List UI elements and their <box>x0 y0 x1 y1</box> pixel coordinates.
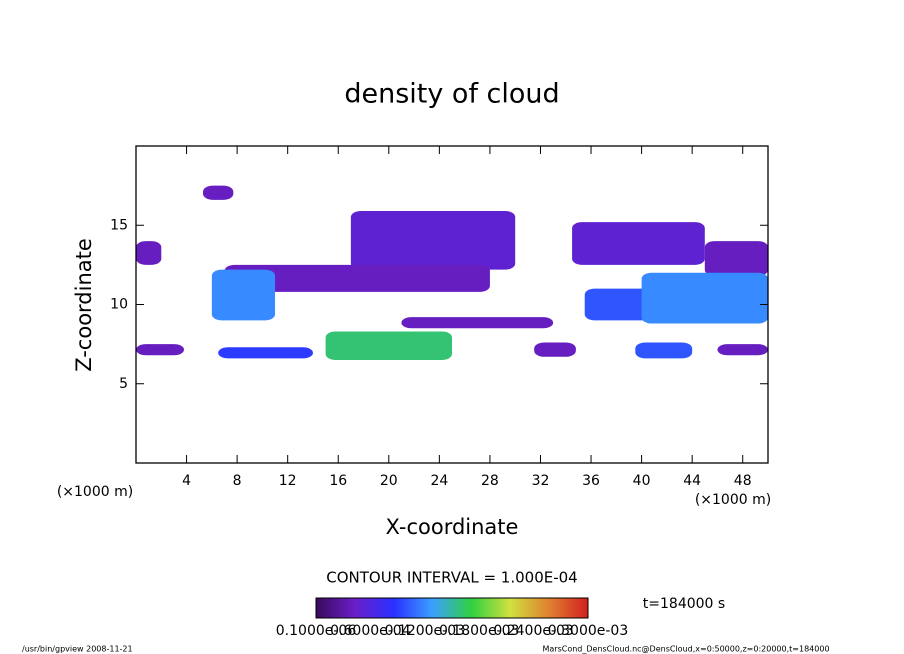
cloud-patch <box>202 185 234 200</box>
y-axis-label: Z-coordinate <box>72 238 96 372</box>
chart-title: density of cloud <box>344 79 559 110</box>
x-unit-left: (×1000 m) <box>57 484 133 500</box>
cloud-patch <box>224 264 490 292</box>
footer-left: /usr/bin/gpview 2008-11-21 <box>22 645 133 654</box>
contour-interval: CONTOUR INTERVAL = 1.000E-04 <box>326 569 577 587</box>
cloud-patch <box>401 317 554 329</box>
colorbar-label: 0.2400e-03 <box>493 623 573 639</box>
x-axis-label: X-coordinate <box>386 515 519 539</box>
x-tick-label: 12 <box>279 473 297 489</box>
x-tick-label: 20 <box>380 473 398 489</box>
cloud-patch <box>136 344 185 356</box>
x-unit-right: (×1000 m) <box>695 492 771 508</box>
cloud-patch <box>218 347 313 359</box>
colorbar-label: 0.1800e-03 <box>439 623 519 639</box>
cloud-patch <box>136 241 162 265</box>
x-tick-label: 28 <box>481 473 499 489</box>
cloud-patch <box>641 272 768 324</box>
footer-right: MarsCond_DensCloud.nc@DensCloud,x=0:5000… <box>542 645 829 654</box>
x-tick-label: 16 <box>329 473 347 489</box>
y-tick-label: 10 <box>110 297 128 313</box>
colorbar <box>315 597 589 619</box>
x-tick-label: 40 <box>633 473 651 489</box>
x-tick-label: 44 <box>683 473 701 489</box>
cloud-patch <box>534 342 576 357</box>
colorbar-label: 0.6000e-04 <box>330 623 411 639</box>
x-tick-label: 8 <box>233 473 242 489</box>
colorbar-label: 0.3000e-03 <box>548 623 628 639</box>
cloud-patch <box>325 331 452 360</box>
cloud-patch <box>635 342 693 359</box>
cloud-patch <box>572 222 705 265</box>
cloud-patch <box>717 344 768 356</box>
cloud-patch <box>704 241 768 276</box>
time-label: t=184000 s <box>643 596 725 612</box>
colorbar-label: 0.1000e-06 <box>276 623 357 639</box>
colorbar-label: 0.1200e-03 <box>385 623 465 639</box>
y-tick-label: 5 <box>119 376 128 392</box>
x-tick-label: 4 <box>182 473 191 489</box>
y-tick-label: 15 <box>110 217 128 233</box>
x-tick-label: 48 <box>734 473 752 489</box>
x-tick-label: 24 <box>430 473 448 489</box>
cloud-patch <box>211 269 276 321</box>
x-tick-label: 32 <box>532 473 550 489</box>
x-tick-label: 36 <box>582 473 600 489</box>
cloud-patch <box>350 210 516 270</box>
